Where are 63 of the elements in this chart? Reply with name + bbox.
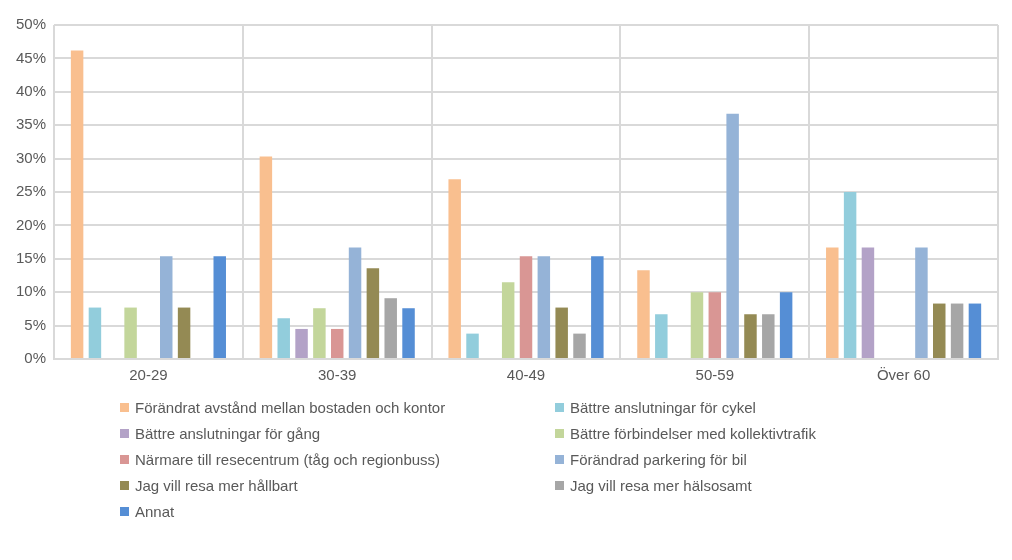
x-tick-label: Över 60	[876, 366, 931, 384]
legend-label: Bättre anslutningar för cykel	[570, 399, 756, 416]
legend-label: Förändrad parkering för bil	[570, 451, 747, 468]
bar	[295, 328, 308, 358]
y-tick-label: 35%	[15, 115, 47, 133]
bar	[501, 282, 515, 358]
bar	[861, 247, 875, 358]
bar	[726, 113, 739, 358]
bar	[88, 307, 102, 358]
legend-label: Bättre förbindelser med kollektivtrafik	[570, 425, 816, 442]
legend-label: Jag vill resa mer hållbart	[135, 477, 298, 494]
bar	[762, 314, 775, 358]
y-tick-label: 40%	[15, 81, 47, 99]
bar	[933, 303, 946, 358]
bar	[519, 256, 533, 358]
bar	[213, 256, 226, 358]
bar	[655, 314, 668, 358]
y-tick-label: 20%	[15, 215, 47, 233]
bar	[466, 333, 479, 358]
y-tick-label: 5%	[24, 315, 47, 333]
y-tick-label: 0%	[24, 349, 47, 367]
legend-label: Närmare till resecentrum (tåg och regionbuss)	[135, 451, 441, 468]
bar	[70, 50, 84, 358]
bar	[826, 247, 839, 358]
bar	[177, 307, 191, 358]
bar	[591, 256, 604, 358]
x-tick-label: 30-39	[318, 366, 357, 384]
y-tick-label: 10%	[15, 282, 47, 300]
bar	[384, 298, 397, 358]
bar	[330, 328, 344, 358]
bar	[348, 247, 362, 358]
bar	[277, 318, 290, 358]
bar	[968, 303, 982, 358]
x-tick-label: 50-59	[695, 366, 734, 384]
legend-label: Jag vill resa mer hälsosamt	[570, 477, 752, 494]
bar	[637, 270, 650, 358]
y-tick-label: 45%	[15, 48, 47, 66]
bar	[313, 308, 326, 358]
bar	[402, 308, 415, 358]
legend-label: Förändrat avstånd mellan bostaden och kontor	[135, 399, 446, 416]
bar	[448, 179, 461, 358]
bar	[950, 303, 964, 358]
bar	[915, 247, 928, 358]
bar	[690, 292, 704, 358]
bar	[573, 333, 586, 358]
bar	[259, 156, 273, 358]
bar	[366, 268, 380, 358]
legend-label: Annat	[135, 503, 175, 520]
y-tick-label: 50%	[15, 15, 47, 33]
bar	[537, 256, 551, 358]
bar	[843, 192, 857, 358]
bar	[555, 307, 568, 358]
bar	[779, 292, 793, 358]
y-tick-label: 15%	[15, 248, 47, 266]
bar	[160, 256, 173, 358]
y-tick-label: 25%	[15, 182, 47, 200]
bar	[744, 314, 757, 358]
x-tick-label: 40-49	[506, 366, 546, 384]
bar	[124, 307, 137, 358]
legend-label: Bättre anslutningar för gång	[135, 425, 321, 442]
x-tick-label: 20-29	[129, 366, 168, 384]
y-tick-label: 30%	[15, 148, 47, 166]
bar	[708, 292, 722, 358]
